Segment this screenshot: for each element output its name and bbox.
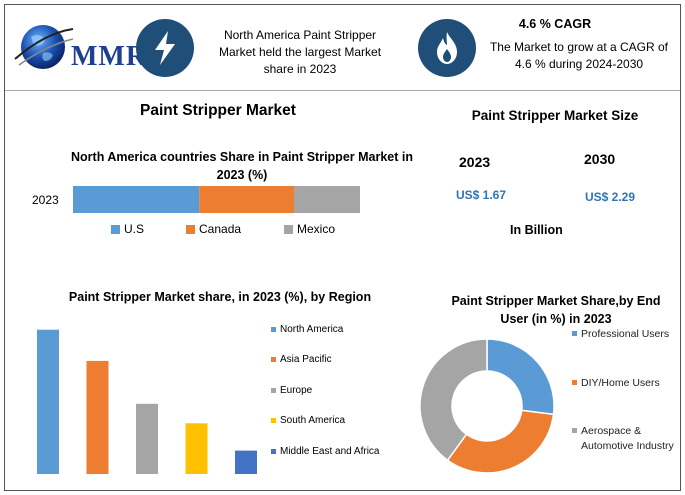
legend-south-america-label: South America — [280, 415, 346, 426]
legend-canada-swatch — [186, 224, 195, 234]
main-title: Paint Stripper Market — [140, 102, 296, 119]
legend-north-america-swatch — [271, 327, 276, 332]
legend-canada-label: Canada — [199, 222, 242, 236]
legend-asia-pacific-label: Asia Pacific — [280, 354, 332, 365]
legend-mexico: Mexico — [284, 222, 335, 236]
legend-europe-swatch — [271, 388, 276, 393]
stacked-bar-mexico — [293, 186, 360, 213]
legend-middle-east-africa-swatch — [271, 449, 276, 454]
legend-europe-label: Europe — [280, 385, 313, 396]
north-america-chart-title: North America countries Share in Paint S… — [71, 150, 413, 182]
legend-diy-swatch — [572, 380, 577, 385]
region-chart-title: Paint Stripper Market share, in 2023 (%)… — [68, 290, 372, 304]
legend-aerospace-label: Aerospace & Automotive Industry — [581, 425, 674, 452]
legend-europe: Europe — [271, 385, 312, 396]
flame-icon — [418, 19, 476, 77]
cagr-text: The Market to grow at a CAGR of 4.6 % du… — [489, 40, 669, 71]
year-2023-label: 2023 — [459, 154, 491, 170]
stacked-bar-category-label: 2023 — [32, 193, 59, 207]
legend-us: U.S — [111, 222, 144, 236]
donut-slice-professional-users — [486, 338, 555, 416]
logo-text: MMR — [71, 41, 148, 72]
region-bar-asia-pacific — [86, 360, 109, 474]
header-bar: MMR North America Paint Stripper Market … — [5, 5, 680, 91]
cagr-title: 4.6 % CAGR — [518, 17, 592, 31]
region-bar-south-america — [185, 423, 208, 474]
region-bar-north-america — [37, 329, 59, 474]
legend-aerospace-automotive: Aerospace & Automotive Industry — [572, 424, 677, 454]
legend-middle-east-africa-label: Middle East and Africa — [280, 446, 380, 457]
legend-diy-home-users: DIY/Home Users — [572, 376, 681, 391]
globe-icon — [14, 25, 74, 69]
legend-mexico-swatch — [284, 224, 293, 234]
unit-label: In Billion — [510, 223, 563, 237]
mmr-logo: MMR — [13, 19, 146, 79]
market-size-title: Paint Stripper Market Size — [471, 108, 639, 123]
legend-professional-label: Professional Users — [581, 328, 670, 340]
legend-asia-pacific: Asia Pacific — [271, 354, 332, 365]
legend-mexico-label: Mexico — [297, 222, 336, 236]
headline-text: North America Paint Stripper Market held… — [218, 28, 382, 76]
region-bar-middle-east-and-africa — [235, 450, 257, 474]
lightning-icon — [136, 19, 194, 77]
value-2030: US$ 2.29 — [585, 190, 636, 204]
legend-us-swatch — [111, 224, 120, 234]
legend-south-america-swatch — [271, 418, 276, 423]
end-user-chart-title: Paint Stripper Market Share,by End User … — [451, 294, 661, 326]
legend-canada: Canada — [186, 222, 241, 236]
legend-north-america: North America — [271, 324, 343, 335]
donut-slice-aerospace-automotive-industry — [419, 338, 488, 462]
legend-north-america-label: North America — [280, 324, 344, 335]
legend-aerospace-swatch — [572, 428, 577, 433]
legend-south-america: South America — [271, 415, 345, 426]
legend-us-label: U.S — [124, 222, 145, 236]
legend-professional-swatch — [572, 331, 577, 336]
value-2023: US$ 1.67 — [456, 188, 507, 202]
region-bar-europe — [136, 403, 158, 474]
legend-diy-label: DIY/Home Users — [581, 377, 660, 389]
stacked-bar-canada — [199, 186, 294, 213]
legend-professional-users: Professional Users — [572, 327, 671, 342]
stacked-bar-u-s — [73, 186, 200, 213]
legend-middle-east-africa: Middle East and Africa — [271, 446, 380, 457]
donut-slice-diy-home-users — [446, 409, 555, 474]
legend-asia-pacific-swatch — [271, 357, 276, 362]
year-2030-label: 2030 — [584, 151, 616, 167]
